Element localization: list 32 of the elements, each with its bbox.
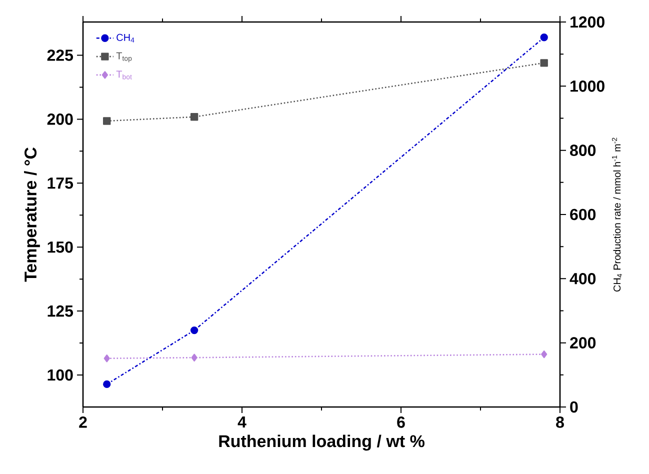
legend-label: T$_{top}$ bbox=[116, 52, 132, 62]
y2-tick-label: 800 bbox=[570, 144, 596, 156]
y2-tick-label: 1000 bbox=[570, 80, 604, 92]
point bbox=[190, 113, 198, 121]
x-tick-label: 8 bbox=[556, 416, 564, 428]
y-tick-label: 175 bbox=[48, 178, 74, 189]
x-axis-title: Ruthenium loading / wt % bbox=[219, 434, 424, 451]
point bbox=[191, 354, 198, 362]
x-tick-label: 4 bbox=[238, 416, 246, 428]
legend-label: T$_{bot}$ bbox=[116, 70, 132, 80]
y2-tick-label: 400 bbox=[570, 273, 596, 284]
y-tick-label: 125 bbox=[48, 305, 74, 317]
point bbox=[104, 354, 110, 362]
point bbox=[540, 59, 548, 67]
y2-tick-label: 200 bbox=[570, 337, 596, 348]
x-tick-label: 6 bbox=[397, 416, 405, 428]
point bbox=[103, 380, 111, 388]
point bbox=[541, 350, 548, 358]
x-tick-label: 2 bbox=[79, 416, 87, 428]
point bbox=[190, 326, 198, 334]
point bbox=[103, 117, 111, 125]
y-tick-label: 225 bbox=[47, 50, 74, 61]
y2-axis-title: CH$_{4}$ Production rate / mmol h$^{-1}$ m$^{-2}$ bbox=[612, 138, 622, 292]
y-tick-label: 200 bbox=[47, 114, 73, 125]
y-tick-label: 100 bbox=[48, 369, 73, 381]
y-tick-label: 150 bbox=[48, 241, 73, 253]
point bbox=[540, 34, 548, 42]
y2-tick-label: 1200 bbox=[570, 16, 604, 28]
y2-tick-label: 600 bbox=[570, 208, 596, 220]
y-axis-title: Temperature / °C bbox=[24, 147, 40, 282]
legend-label: CH$_{4}$ bbox=[116, 34, 134, 42]
y2-tick-label: 0 bbox=[570, 401, 578, 413]
